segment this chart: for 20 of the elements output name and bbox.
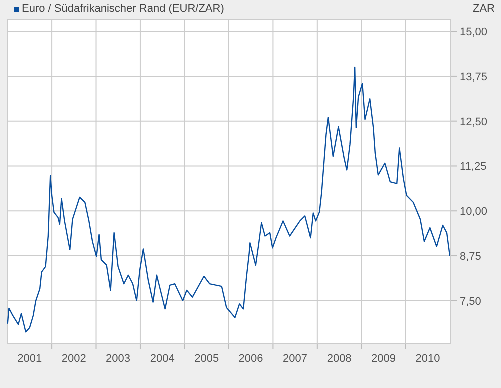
y-tick-label: 7,50 <box>460 296 482 308</box>
x-tick-label: 2010 <box>416 353 440 365</box>
x-tick-label: 2006 <box>238 353 264 365</box>
x-tick-label: 2005 <box>194 353 220 365</box>
y-axis-title: ZAR <box>473 3 495 15</box>
y-tick-label: 10,00 <box>460 206 488 218</box>
legend-label: Euro / Südafrikanischer Rand (EUR/ZAR) <box>22 3 224 15</box>
x-tick-label: 2007 <box>283 353 308 365</box>
x-tick-label: 2009 <box>372 353 396 365</box>
x-tick-label: 2004 <box>150 353 175 365</box>
y-tick-label: 11,25 <box>460 161 487 174</box>
y-tick-label: 15,00 <box>460 26 488 39</box>
x-tick-label: 2002 <box>62 353 86 365</box>
x-tick-label: 2003 <box>106 353 131 365</box>
x-tick-label: 2001 <box>18 353 42 365</box>
line-series <box>7 66 451 333</box>
x-tick-label: 2008 <box>327 353 352 365</box>
y-tick-label: 8,75 <box>460 251 482 264</box>
y-tick-label: 13,75 <box>460 71 488 84</box>
y-tick-label: 12,50 <box>460 116 488 128</box>
